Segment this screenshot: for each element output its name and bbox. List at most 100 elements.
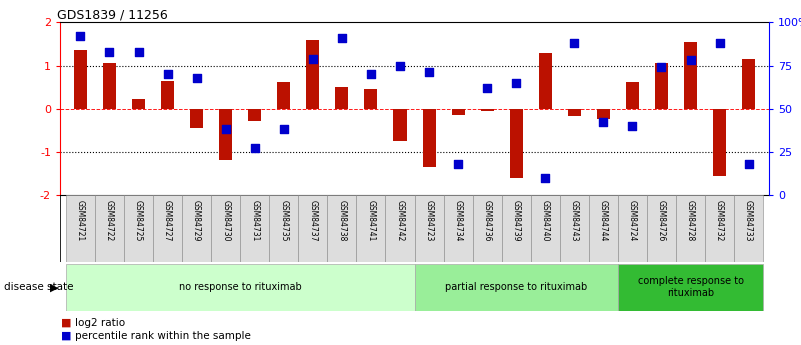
Text: GSM84740: GSM84740 — [541, 200, 549, 242]
Point — [336, 35, 348, 41]
Bar — [452, 109, 465, 115]
Bar — [269, 195, 298, 262]
Text: GSM84730: GSM84730 — [221, 200, 230, 242]
Bar — [356, 195, 385, 262]
Text: GSM84732: GSM84732 — [715, 200, 724, 242]
Point — [568, 40, 581, 46]
Bar — [734, 195, 763, 262]
Text: GSM84743: GSM84743 — [570, 200, 579, 242]
Bar — [277, 82, 290, 109]
Bar — [655, 63, 668, 109]
Point — [597, 120, 610, 125]
Bar — [589, 195, 618, 262]
Point — [626, 123, 639, 129]
Bar — [676, 195, 705, 262]
Point — [481, 85, 493, 91]
Bar — [713, 109, 727, 176]
Bar — [618, 195, 647, 262]
Bar — [422, 109, 436, 167]
Bar — [66, 264, 415, 310]
Text: GSM84731: GSM84731 — [250, 200, 260, 242]
Bar — [328, 195, 356, 262]
Bar — [509, 109, 523, 178]
Text: GSM84737: GSM84737 — [308, 200, 317, 242]
Point — [393, 63, 406, 68]
Text: ■: ■ — [61, 318, 71, 327]
Bar — [560, 195, 589, 262]
Text: GSM84722: GSM84722 — [105, 200, 114, 242]
Bar — [219, 109, 232, 160]
Bar — [190, 109, 203, 128]
Bar — [211, 195, 240, 262]
Bar — [298, 195, 328, 262]
Bar — [153, 195, 182, 262]
Bar — [626, 82, 639, 109]
Bar — [597, 109, 610, 119]
Point — [190, 75, 203, 80]
Text: percentile rank within the sample: percentile rank within the sample — [75, 331, 252, 341]
Bar — [240, 195, 269, 262]
Text: ■: ■ — [61, 331, 71, 341]
Bar — [385, 195, 415, 262]
Bar — [66, 195, 95, 262]
Point — [452, 161, 465, 167]
Text: log2 ratio: log2 ratio — [75, 318, 126, 327]
Point — [74, 33, 87, 39]
Point — [655, 65, 668, 70]
Text: GSM84736: GSM84736 — [483, 200, 492, 242]
Text: GSM84738: GSM84738 — [337, 200, 346, 242]
Bar — [501, 195, 531, 262]
Bar — [336, 87, 348, 109]
Bar — [481, 109, 493, 111]
Bar — [364, 89, 377, 109]
Text: GSM84725: GSM84725 — [134, 200, 143, 242]
Point — [423, 70, 436, 75]
Bar — [568, 109, 581, 116]
Text: GSM84739: GSM84739 — [512, 200, 521, 242]
Point — [743, 161, 755, 167]
Point — [364, 71, 377, 77]
Bar — [103, 63, 116, 109]
Point — [132, 49, 145, 55]
Text: GDS1839 / 11256: GDS1839 / 11256 — [57, 8, 167, 21]
Text: GSM84734: GSM84734 — [453, 200, 463, 242]
Bar — [161, 81, 174, 109]
Bar — [531, 195, 560, 262]
Text: GSM84735: GSM84735 — [280, 200, 288, 242]
Point — [539, 175, 552, 180]
Bar — [618, 264, 763, 310]
Bar — [684, 42, 697, 109]
Bar — [132, 99, 145, 109]
Bar — [248, 109, 261, 121]
Bar — [124, 195, 153, 262]
Bar — [415, 264, 618, 310]
Bar — [742, 59, 755, 109]
Text: GSM84729: GSM84729 — [192, 200, 201, 242]
Point — [219, 127, 232, 132]
Point — [509, 80, 522, 86]
Bar — [74, 50, 87, 109]
Text: partial response to rituximab: partial response to rituximab — [445, 282, 587, 292]
Text: GSM84733: GSM84733 — [744, 200, 753, 242]
Text: GSM84724: GSM84724 — [628, 200, 637, 242]
Bar — [705, 195, 734, 262]
Text: GSM84741: GSM84741 — [366, 200, 376, 242]
Text: complete response to
rituximab: complete response to rituximab — [638, 276, 743, 298]
Text: GSM84742: GSM84742 — [396, 200, 405, 242]
Bar — [182, 195, 211, 262]
Point — [307, 56, 320, 61]
Text: disease state: disease state — [4, 283, 74, 292]
Point — [248, 146, 261, 151]
Bar — [306, 40, 320, 109]
Text: GSM84727: GSM84727 — [163, 200, 172, 242]
Bar — [444, 195, 473, 262]
Text: GSM84728: GSM84728 — [686, 200, 695, 242]
Text: GSM84723: GSM84723 — [425, 200, 433, 242]
Bar — [95, 195, 124, 262]
Text: GSM84721: GSM84721 — [76, 200, 85, 242]
Point — [713, 40, 726, 46]
Bar — [393, 109, 407, 141]
Point — [161, 71, 174, 77]
Point — [103, 49, 116, 55]
Bar — [473, 195, 501, 262]
